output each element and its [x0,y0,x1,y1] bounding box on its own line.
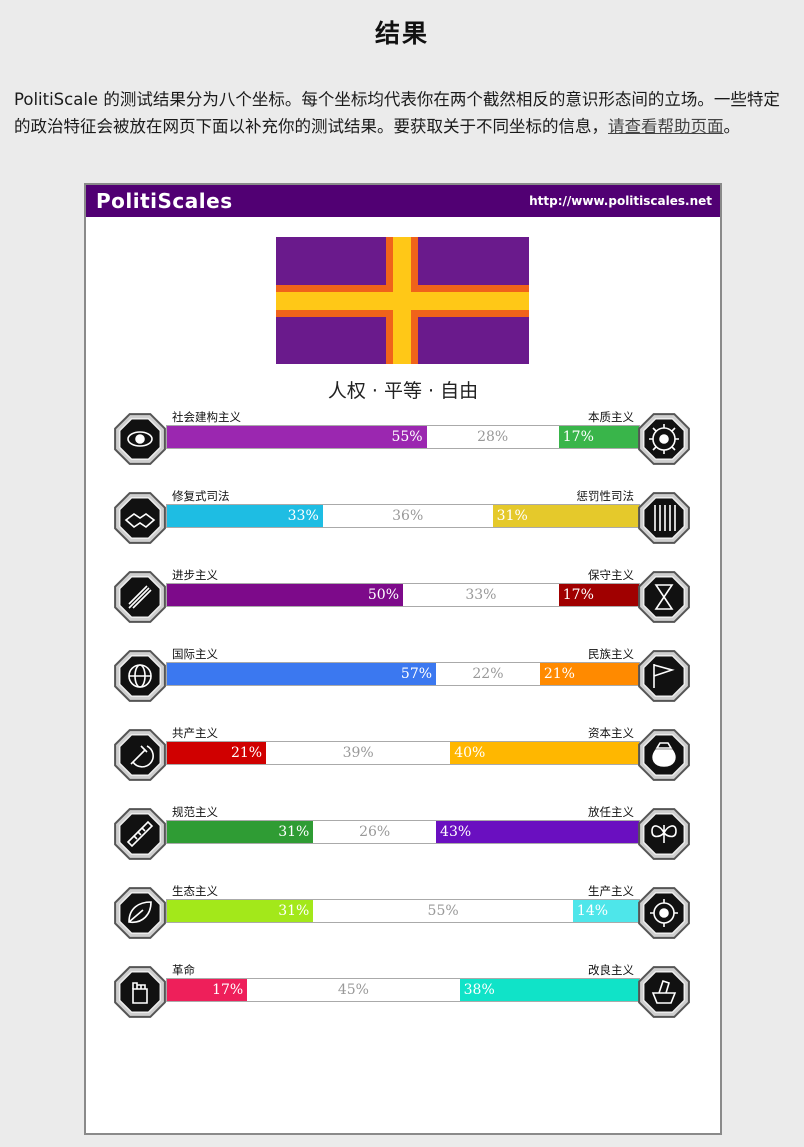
site-url: http://www.politiscales.net [529,194,712,208]
eye-icon [111,410,169,468]
axis-left-label: 规范主义 [172,805,218,819]
axis-bar: 21% 39% 40% [166,741,640,765]
axis-left-label: 进步主义 [172,568,218,582]
intro-paragraph: PolitiScale 的测试结果分为八个坐标。每个坐标均代表你在两个截然相反的… [14,86,792,140]
brand-logo: PolitiScales [96,189,233,213]
ballot-icon [635,963,693,1021]
factory-icon [635,884,693,942]
axis-right-segment: 43% [436,821,639,843]
result-card: PolitiScales http://www.politiscales.net… [84,183,722,1135]
axis-row: 进步主义 保守主义 50% 33% 17% [86,567,720,633]
axis-right-segment: 14% [572,900,639,922]
axis-neutral-segment: 28% [426,426,559,448]
axis-bar: 50% 33% 17% [166,583,640,607]
flag-motto: 人权 · 平等 · 自由 [327,380,479,402]
axis-left-segment: 55% [167,426,427,448]
handshake-icon [111,489,169,547]
axis-left-segment: 50% [167,584,403,606]
axis-neutral-segment: 26% [313,821,437,843]
axis-right-label: 惩罚性司法 [576,489,635,503]
axis-neutral-segment: 55% [313,900,573,922]
help-link[interactable]: 请查看帮助页面 [608,117,724,136]
axis-neutral-segment: 45% [247,979,460,1001]
axis-left-segment: 17% [167,979,248,1001]
axis-neutral-segment: 36% [322,505,493,527]
axis-left-label: 国际主义 [172,647,218,661]
axis-left-segment: 33% [167,505,323,527]
leaf-icon [111,884,169,942]
card-header: PolitiScales http://www.politiscales.net [86,185,720,217]
axis-right-label: 资本主义 [588,726,634,740]
ruler-icon [111,805,169,863]
axis-neutral-segment: 39% [266,742,451,764]
rocket-icon [111,568,169,626]
axis-row: 生态主义 生产主义 31% 55% 14% [86,883,720,949]
axis-right-segment: 31% [492,505,639,527]
axis-left-label: 生态主义 [172,884,218,898]
axis-right-label: 民族主义 [588,647,634,661]
axis-row: 共产主义 资本主义 21% 39% 40% [86,725,720,791]
intro-end: 。 [723,117,741,136]
axis-right-label: 改良主义 [588,963,634,977]
result-flag [276,237,529,364]
fist-icon [111,963,169,1021]
axis-row: 规范主义 放任主义 31% 26% 43% [86,804,720,870]
flag-icon [635,647,693,705]
axis-bar: 17% 45% 38% [166,978,640,1002]
axis-bar: 57% 22% 21% [166,662,640,686]
axis-left-segment: 31% [167,900,314,922]
axis-right-segment: 38% [459,979,639,1001]
axis-right-label: 生产主义 [588,884,634,898]
page-title: 结果 [374,19,429,48]
intro-text: PolitiScale 的测试结果分为八个坐标。每个坐标均代表你在两个截然相反的… [14,90,780,136]
axis-left-label: 修复式司法 [172,489,230,503]
axis-left-segment: 31% [167,821,314,843]
axis-left-label: 共产主义 [172,726,218,740]
axis-right-label: 放任主义 [588,805,634,819]
flower-icon [635,410,693,468]
axis-neutral-segment: 33% [403,584,559,606]
axis-right-label: 本质主义 [588,410,634,424]
axis-left-label: 社会建构主义 [172,410,241,424]
axis-bar: 31% 26% 43% [166,820,640,844]
axis-row: 修复式司法 惩罚性司法 33% 36% 31% [86,488,720,554]
butterfly-icon [635,805,693,863]
axis-neutral-segment: 22% [436,663,540,685]
axis-right-segment: 17% [558,584,639,606]
axis-left-segment: 21% [167,742,267,764]
hourglass-icon [635,568,693,626]
axis-left-label: 革命 [172,963,195,977]
axis-bar: 55% 28% 17% [166,425,640,449]
axis-left-segment: 57% [167,663,437,685]
axis-right-segment: 40% [450,742,639,764]
axis-right-label: 保守主义 [588,568,634,582]
axis-row: 国际主义 民族主义 57% 22% 21% [86,646,720,712]
axis-row: 革命 改良主义 17% 45% 38% [86,962,720,1028]
axis-right-segment: 17% [558,426,639,448]
axis-right-segment: 21% [539,663,639,685]
money-bag-icon [635,726,693,784]
globe-icon [111,647,169,705]
axis-row: 社会建构主义 本质主义 55% 28% 17% [86,409,720,475]
axis-bar: 31% 55% 14% [166,899,640,923]
hammer-sickle-icon [111,726,169,784]
prison-bars-icon [635,489,693,547]
axis-bar: 33% 36% 31% [166,504,640,528]
